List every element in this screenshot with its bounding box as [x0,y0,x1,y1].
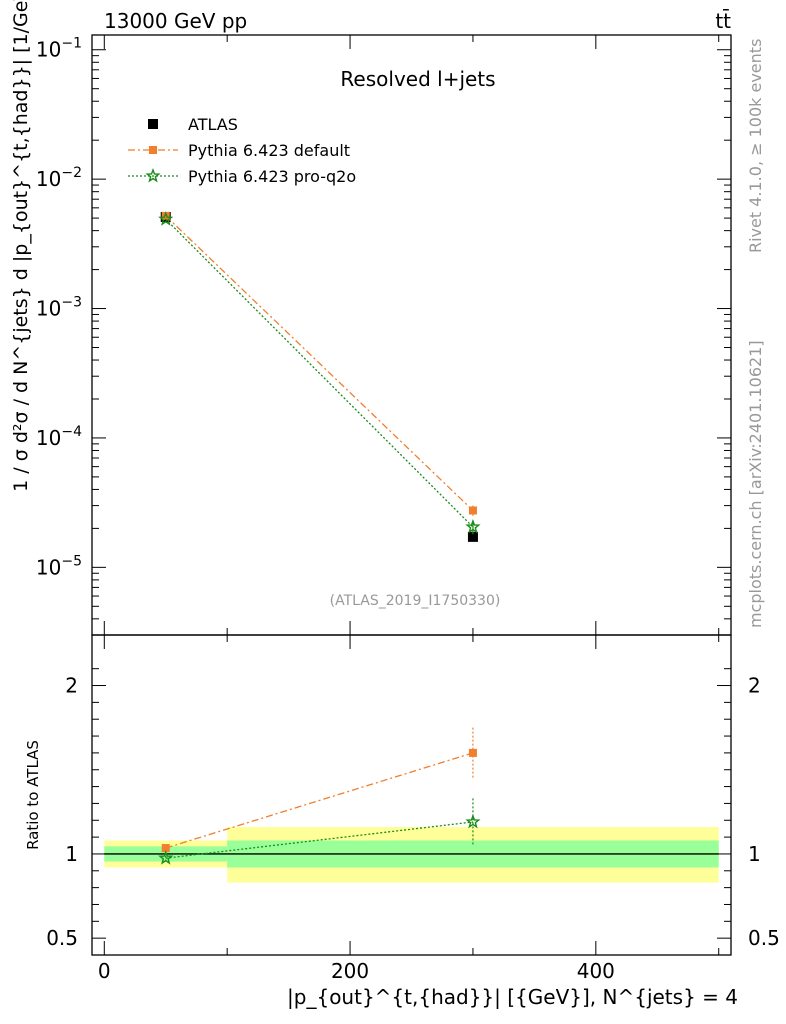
y-tick-label-exponent: −4 [61,424,82,440]
main-marks [158,211,481,542]
ratio-y-tick-label-right: 0.5 [748,926,780,950]
ratio-point [468,748,477,757]
analysis-label: (ATLAS_2019_I1750330) [330,593,501,609]
x-axis-label: |p_{out}^{t,{had}}| [{GeV}], N^{jets} = … [287,985,738,1009]
ratio-marks [104,727,719,883]
y-tick-label-base: 10 [36,555,61,579]
energy-label: 13000 GeV pp [104,9,247,33]
data-point [465,519,481,534]
series-line [165,215,474,511]
data-point [468,506,477,515]
y-tick-label-exponent: −2 [61,165,82,181]
ratio-series-line [165,821,474,859]
legend-label: Pythia 6.423 default [188,141,350,160]
main-panel: 10−510−410−310−210−1 Resolved l+jets (AT… [10,0,732,636]
y-tick-label: 10−5 [36,553,82,579]
main-y-axis-label: 1 / σ d²σ / d N^{jets} d |p_{out}^{t,{ha… [10,0,32,492]
y-tick-label: 10−4 [36,424,82,450]
ratio-y-tick-label: 2 [65,674,78,698]
legend-label: Pythia 6.423 pro-q2o [188,167,356,186]
ratio-ticks: 0.5 0.5 1 1 2 2 0 200 400 [46,635,780,983]
ratio-series-line [165,752,474,849]
main-title: Resolved l+jets [340,67,495,91]
y-tick-label-base: 10 [36,426,61,450]
data-point [467,531,478,542]
y-tick-label-exponent: −3 [61,295,82,311]
source-label: mcplots.cern.ch [arXiv:2401.10621] [746,340,765,628]
main-ticks: 10−510−410−310−210−1 [36,35,731,636]
ratio-y-tick-label-right: 2 [748,674,761,698]
y-tick-label: 10−2 [36,165,82,191]
process-label: tt̄ [715,8,731,33]
y-tick-label: 10−3 [36,295,82,321]
ratio-point [161,844,170,853]
ratio-point [465,813,481,829]
y-tick-label-base: 10 [36,167,61,191]
data-point [161,211,170,220]
rivet-version-label: Rivet 4.1.0, ≥ 100k events [746,38,765,253]
x-tick-label: 400 [577,959,615,983]
y-tick-label: 10−1 [36,36,82,62]
ratio-panel: 0.5 0.5 1 1 2 2 0 200 400 Ratio to ATLAS |p_{out… [24,634,780,1009]
y-tick-label-exponent: −1 [61,36,82,52]
ratio-y-tick-label-right: 1 [748,842,761,866]
legend: ATLAS Pythia 6.423 default Pythia 6.423 pr… [128,115,356,186]
data-point [158,211,174,226]
series-line [165,218,474,528]
ratio-y-axis-label: Ratio to ATLAS [24,740,42,850]
legend-marker [145,168,161,183]
ratio-y-tick-label: 1 [65,842,78,866]
ratio-frame [91,634,732,956]
ratio-point [158,850,174,865]
y-tick-label-base: 10 [36,38,61,62]
x-tick-label: 200 [331,959,369,983]
legend-marker [148,119,158,129]
legend-label: ATLAS [188,115,238,134]
legend-marker [149,146,157,154]
x-tick-label: 0 [98,959,111,983]
y-tick-label-exponent: −5 [61,553,82,569]
y-tick-label-base: 10 [36,297,61,321]
ratio-y-tick-label: 0.5 [46,926,78,950]
